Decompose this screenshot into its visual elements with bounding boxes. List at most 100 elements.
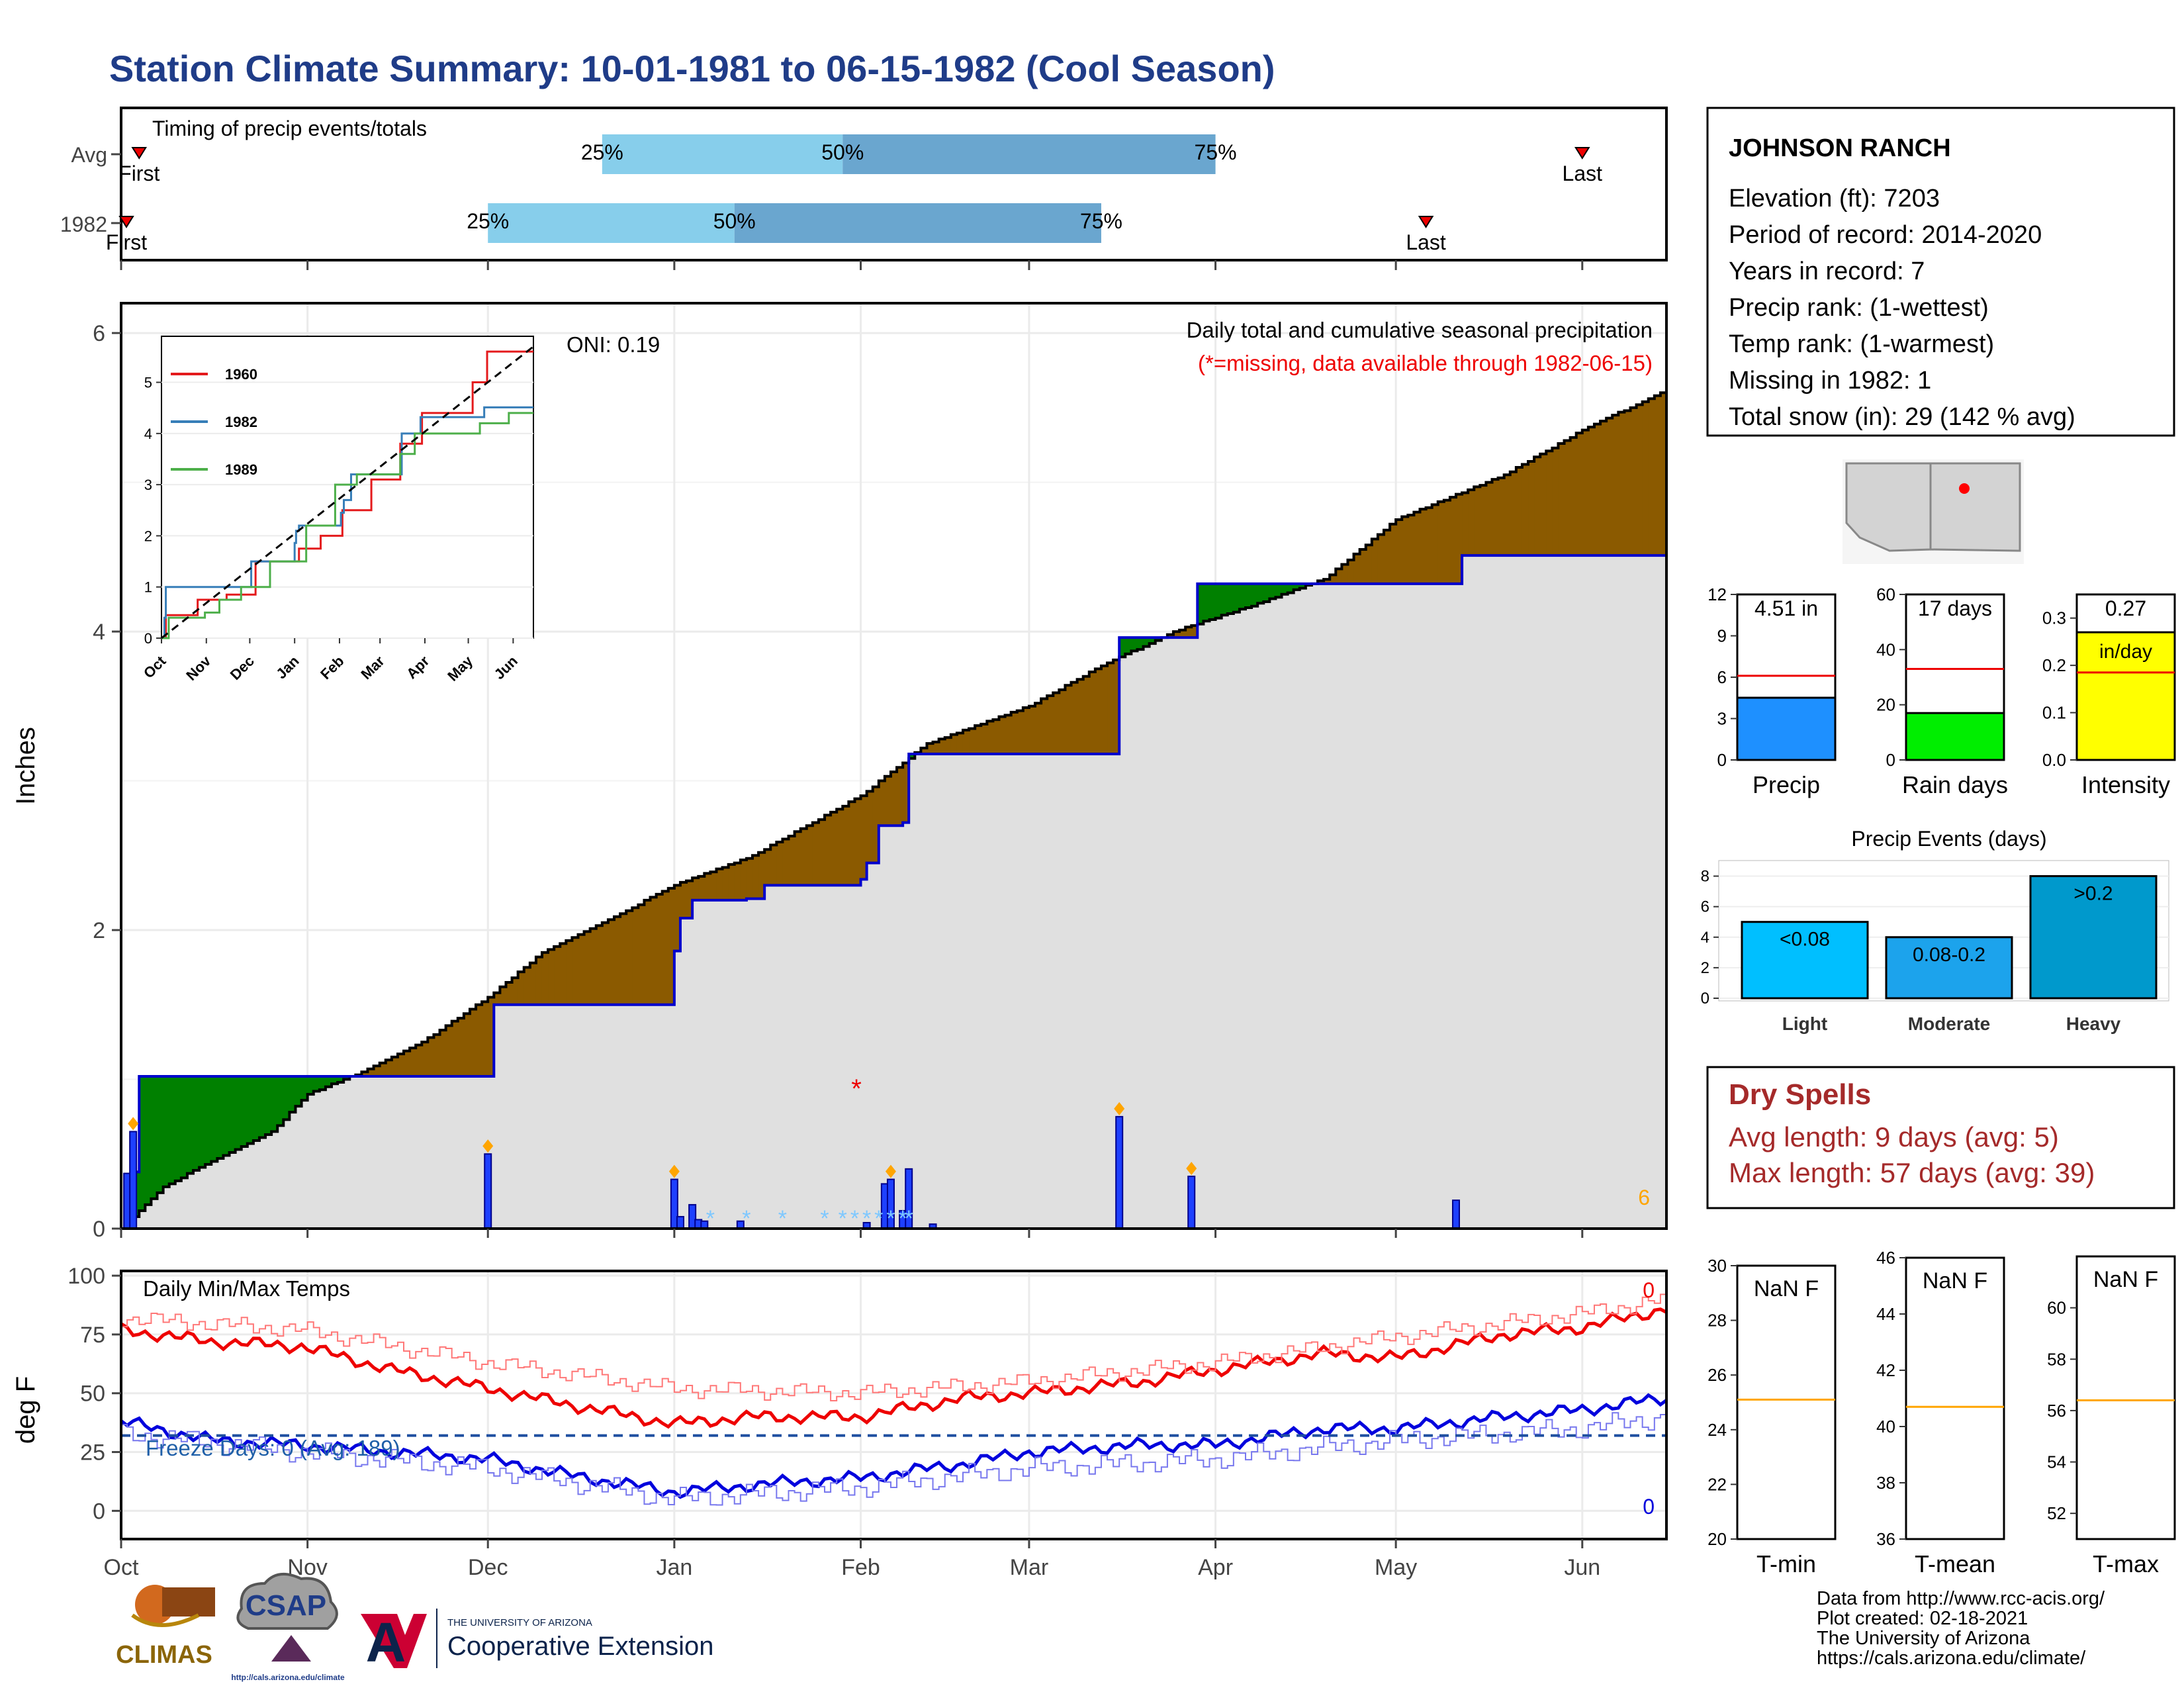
surplus-segment bbox=[151, 1076, 158, 1199]
deficit-segment bbox=[1028, 706, 1036, 754]
deficit-segment bbox=[1624, 410, 1631, 556]
deficit-segment bbox=[1654, 395, 1661, 556]
temp-panel-label: Daily Min/Max Temps bbox=[143, 1276, 350, 1301]
temp-x-tick-label: May bbox=[1375, 1555, 1417, 1580]
deficit-segment bbox=[1095, 669, 1102, 754]
deficit-segment bbox=[620, 914, 627, 1005]
events-y-tick-label: 4 bbox=[1701, 929, 1709, 947]
daily-precip-bar bbox=[129, 1131, 138, 1229]
surplus-segment bbox=[289, 1076, 296, 1113]
surplus-segment bbox=[235, 1076, 242, 1150]
precip-event-category: Light bbox=[1782, 1013, 1827, 1034]
temp-box-tick-label: 22 bbox=[1707, 1474, 1727, 1494]
deficit-segment bbox=[596, 925, 603, 1005]
events-y-tick-label: 6 bbox=[1701, 898, 1709, 916]
deficit-segment bbox=[457, 1018, 465, 1077]
snow-day-marker bbox=[1186, 1162, 1197, 1176]
inset-series-1989 bbox=[161, 412, 533, 639]
deficit-segment bbox=[1612, 415, 1619, 556]
deficit-segment bbox=[469, 1009, 477, 1077]
stat-bar-tick-label: 12 bbox=[1707, 585, 1727, 604]
deficit-segment bbox=[590, 928, 597, 1005]
surplus-segment bbox=[331, 1076, 338, 1084]
deficit-segment bbox=[482, 1002, 488, 1077]
temp-x-tick-label: Dec bbox=[468, 1555, 508, 1580]
temp-box-tick-label: 28 bbox=[1707, 1311, 1727, 1331]
stat-bar-label: Precip bbox=[1752, 771, 1820, 798]
temp-box-value: NaN F bbox=[1923, 1268, 1987, 1293]
events-y-tick-label: 2 bbox=[1701, 959, 1709, 977]
stat-bar-value: 0.27 bbox=[2105, 596, 2146, 620]
stat-bar-tick-label: 20 bbox=[1876, 695, 1895, 715]
deficit-segment bbox=[1558, 443, 1565, 556]
deficit-segment bbox=[638, 904, 645, 1005]
csap-logo-text: CSAP bbox=[246, 1589, 326, 1622]
max-temp-count: 0 bbox=[1643, 1278, 1655, 1302]
deficit-segment bbox=[1534, 457, 1541, 556]
temp-box-frame bbox=[1736, 1264, 1837, 1540]
surplus-segment bbox=[295, 1076, 302, 1107]
freeze-days-label: Freeze Days: 0 (Avg: 189) bbox=[146, 1436, 400, 1460]
temp-box-tick-label: 52 bbox=[2047, 1503, 2066, 1523]
deficit-segment bbox=[1383, 530, 1390, 584]
surplus-segment bbox=[1257, 583, 1264, 604]
surplus-segment bbox=[253, 1076, 260, 1141]
deficit-segment bbox=[1498, 477, 1505, 556]
deficit-segment bbox=[1318, 581, 1324, 584]
temp-box-label: T-min bbox=[1756, 1550, 1816, 1577]
snowfall-marker: * bbox=[742, 1206, 751, 1231]
surplus-segment bbox=[909, 753, 915, 759]
deficit-segment bbox=[1390, 524, 1396, 584]
surplus-segment bbox=[283, 1076, 290, 1120]
stat-bar-tick-label: 0 bbox=[1886, 750, 1895, 770]
temp-box-tick-label: 40 bbox=[1876, 1417, 1895, 1436]
temp-y-tick-label: 50 bbox=[80, 1382, 105, 1407]
deficit-segment bbox=[1065, 685, 1072, 754]
station-info-line: Precip rank: (1-wettest) bbox=[1729, 294, 1989, 322]
page-title: Station Climate Summary: 10-01-1981 to 0… bbox=[109, 48, 1275, 89]
surplus-segment bbox=[1263, 583, 1270, 602]
temp-box-tick-label: 20 bbox=[1707, 1529, 1727, 1549]
surplus-segment bbox=[1281, 583, 1289, 594]
temp-x-tick-label: Apr bbox=[1198, 1555, 1233, 1580]
stat-bar-tick-label: 3 bbox=[1717, 709, 1727, 729]
surplus-segment bbox=[1137, 637, 1144, 650]
deficit-segment bbox=[975, 726, 981, 754]
deficit-segment bbox=[740, 860, 747, 900]
surplus-segment bbox=[1209, 583, 1216, 620]
temp-box-tick-label: 36 bbox=[1876, 1529, 1895, 1549]
inset-y-tick-label: 2 bbox=[144, 528, 152, 544]
timing-row-year-label: 1982 bbox=[60, 212, 107, 236]
station-info-line: Years in record: 7 bbox=[1729, 258, 1925, 285]
deficit-segment bbox=[1426, 507, 1433, 584]
surplus-segment bbox=[307, 1076, 314, 1095]
deficit-segment bbox=[1606, 418, 1613, 556]
deficit-segment bbox=[572, 937, 579, 1005]
surplus-segment bbox=[163, 1076, 170, 1187]
timing-quartile-bars bbox=[488, 134, 1216, 243]
deficit-segment bbox=[944, 737, 952, 754]
stat-bar-value: 4.51 in bbox=[1754, 596, 1818, 620]
deficit-segment bbox=[1443, 500, 1451, 584]
snowfall-marker: * bbox=[850, 1206, 859, 1231]
deficit-segment bbox=[1113, 659, 1120, 754]
precip-event-bar-label: 0.08-0.2 bbox=[1913, 944, 1985, 966]
surplus-segment bbox=[1233, 583, 1240, 612]
surplus-segment bbox=[187, 1076, 194, 1174]
deficit-segment bbox=[692, 878, 699, 900]
deficit-segment bbox=[1330, 575, 1336, 584]
temp-x-tick-label: Mar bbox=[1010, 1555, 1049, 1580]
deficit-segment bbox=[1371, 539, 1379, 584]
surplus-segment bbox=[1221, 583, 1228, 616]
deficit-segment bbox=[488, 997, 494, 1077]
stat-bar-tick-label: 0.3 bbox=[2042, 608, 2066, 628]
deficit-segment bbox=[361, 1072, 369, 1077]
temp-box-label: T-max bbox=[2093, 1550, 2159, 1577]
temp-box-tick-label: 26 bbox=[1707, 1365, 1727, 1385]
surplus-segment bbox=[1287, 583, 1295, 593]
surplus-segment bbox=[1227, 583, 1234, 614]
precip-event-bar bbox=[2029, 875, 2158, 1000]
deficit-segment bbox=[535, 957, 543, 1005]
deficit-segment bbox=[1630, 407, 1637, 556]
snow-day-marker bbox=[885, 1164, 896, 1178]
